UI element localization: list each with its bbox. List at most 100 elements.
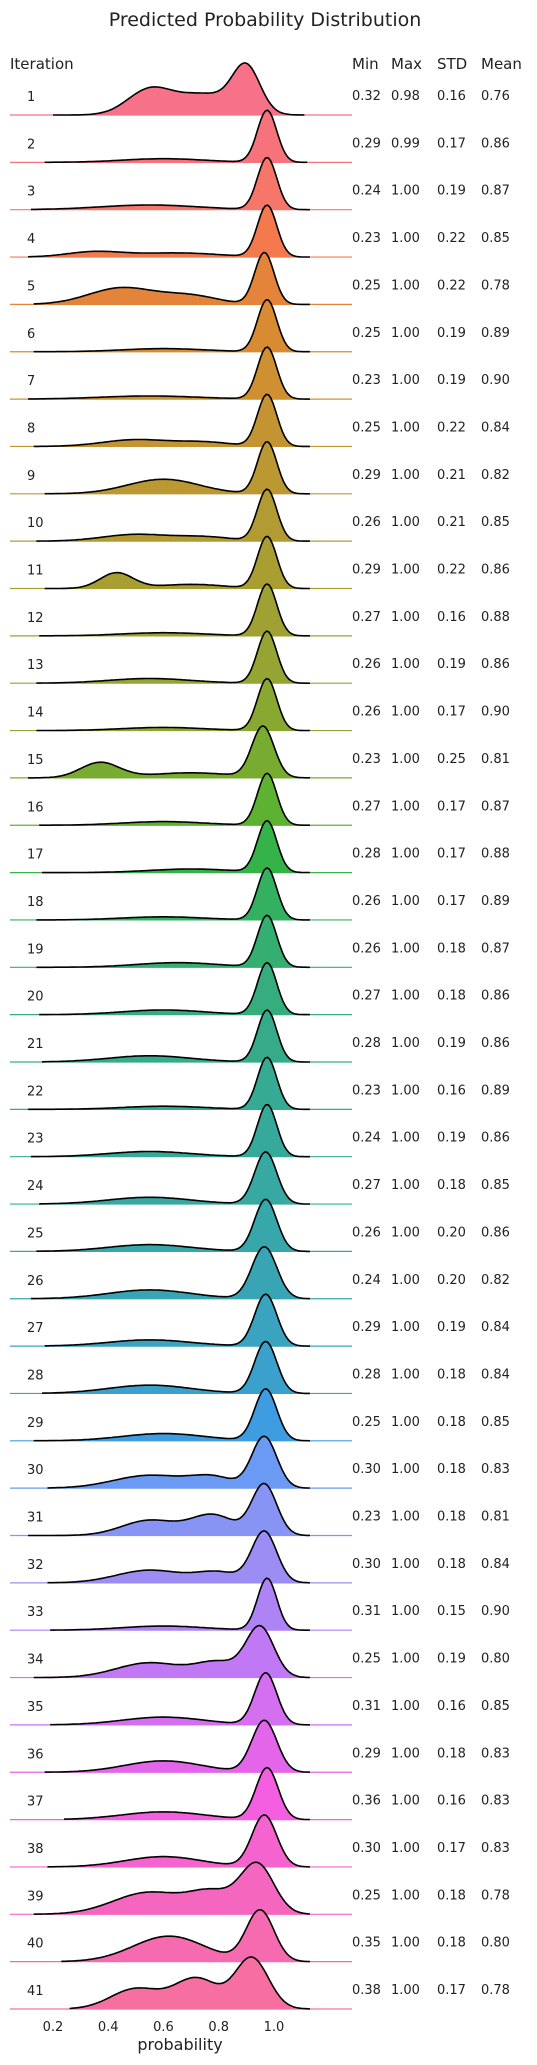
std-value: 0.18	[437, 1367, 466, 1382]
ridge-outline	[28, 1056, 310, 1111]
iteration-label: 18	[27, 895, 44, 910]
ridge-area	[39, 1152, 310, 1205]
ridge-area	[36, 678, 310, 731]
ridge-row: 40 0.35 1.00 0.18 0.80	[10, 1908, 510, 1963]
std-value: 0.18	[437, 1462, 466, 1477]
max-value: 1.00	[391, 1083, 420, 1098]
mean-value: 0.82	[481, 1273, 510, 1288]
min-value: 0.29	[352, 468, 381, 483]
max-value: 1.00	[391, 1510, 420, 1525]
min-value: 0.30	[352, 1462, 381, 1477]
ridge-area	[30, 1104, 310, 1157]
ridge-area	[47, 1436, 310, 1489]
std-value: 0.17	[437, 705, 466, 720]
ridge-row: 34 0.25 1.00 0.19 0.80	[10, 1624, 510, 1679]
ridge-outline	[30, 1245, 310, 1300]
min-value: 0.23	[352, 373, 381, 388]
x-axis-label: probability	[137, 2035, 222, 2054]
iteration-label: 37	[27, 1795, 44, 1810]
ridge-area	[39, 583, 310, 636]
iteration-label: 39	[27, 1889, 44, 1904]
ridge-outline	[39, 772, 310, 826]
row-header-label: Iteration	[10, 55, 74, 73]
max-value: 1.00	[391, 610, 420, 625]
mean-value: 0.89	[481, 326, 510, 341]
ridge-area	[33, 1862, 310, 1915]
min-value: 0.29	[352, 563, 381, 578]
std-value: 0.17	[437, 1841, 466, 1856]
ridge-outline	[28, 1482, 310, 1537]
iteration-label: 31	[27, 1511, 44, 1526]
max-value: 1.00	[391, 752, 420, 767]
max-value: 1.00	[391, 1225, 420, 1240]
ridge-row: 20 0.27 1.00 0.18 0.86	[10, 961, 510, 1016]
max-value: 1.00	[391, 1652, 420, 1667]
std-value: 0.19	[437, 1131, 466, 1146]
ridge-outline	[44, 1719, 310, 1773]
ridge-area	[30, 157, 310, 210]
std-value: 0.19	[437, 326, 466, 341]
ridge-outline	[69, 1956, 310, 2010]
iteration-label: 38	[27, 1842, 44, 1857]
ridge-area	[47, 1530, 310, 1583]
max-value: 1.00	[391, 989, 420, 1004]
min-value: 0.30	[352, 1841, 381, 1856]
min-value: 0.24	[352, 1131, 381, 1146]
min-value: 0.26	[352, 941, 381, 956]
max-value: 1.00	[391, 705, 420, 720]
iteration-label: 23	[27, 1132, 44, 1147]
ridge-outline	[47, 1814, 310, 1868]
std-value: 0.17	[437, 799, 466, 814]
mean-value: 0.88	[481, 847, 510, 862]
ridge-outline	[44, 109, 308, 164]
ridge-row: 36 0.29 1.00 0.18 0.83	[10, 1719, 510, 1773]
max-value: 1.00	[391, 1178, 420, 1193]
ridge-row: 26 0.24 1.00 0.20 0.82	[10, 1245, 510, 1300]
min-value: 0.26	[352, 515, 381, 530]
max-value: 1.00	[391, 326, 420, 341]
std-column-header: STD	[437, 55, 467, 73]
min-value: 0.25	[352, 278, 381, 293]
x-tick-label: 0.8	[208, 2020, 229, 2035]
ridge-row: 1 0.32 0.98 0.16 0.76	[10, 62, 510, 116]
iteration-label: 7	[27, 374, 35, 389]
min-value: 0.25	[352, 1888, 381, 1903]
ridge-outline	[36, 914, 310, 969]
ridge-outline	[33, 393, 310, 448]
max-value: 1.00	[391, 1557, 420, 1572]
ridge-row: 9 0.29 1.00 0.21 0.82	[10, 440, 510, 495]
std-value: 0.18	[437, 989, 466, 1004]
max-value: 1.00	[391, 373, 420, 388]
mean-value: 0.86	[481, 657, 510, 672]
ridge-row: 25 0.26 1.00 0.20 0.86	[10, 1198, 510, 1253]
mean-value: 0.78	[481, 1983, 510, 1998]
min-value: 0.29	[352, 1320, 381, 1335]
ridge-outline	[30, 1103, 310, 1158]
ridge-outline	[36, 677, 310, 732]
iteration-label: 41	[27, 1984, 44, 1999]
max-value: 1.00	[391, 1604, 420, 1619]
ridge-outline	[53, 62, 305, 116]
ridge-outline	[28, 204, 310, 258]
min-value: 0.23	[352, 1083, 381, 1098]
min-value: 0.28	[352, 1036, 381, 1051]
min-column-header: Min	[352, 55, 379, 73]
iteration-label: 21	[27, 1037, 44, 1052]
ridge-outline	[39, 1151, 310, 1205]
min-value: 0.36	[352, 1794, 381, 1809]
ridge-row: 5 0.25 1.00 0.22 0.78	[10, 251, 510, 306]
mean-value: 0.90	[481, 373, 510, 388]
max-value: 1.00	[391, 1888, 420, 1903]
std-value: 0.16	[437, 1699, 466, 1714]
ridge-row: 12 0.27 1.00 0.16 0.88	[10, 582, 510, 637]
std-value: 0.18	[437, 1557, 466, 1572]
max-value: 1.00	[391, 231, 420, 246]
min-value: 0.25	[352, 1652, 381, 1667]
mean-value: 0.86	[481, 1225, 510, 1240]
iteration-label: 33	[27, 1605, 44, 1620]
mean-value: 0.76	[481, 89, 510, 104]
std-value: 0.15	[437, 1604, 466, 1619]
mean-value: 0.80	[481, 1936, 510, 1951]
